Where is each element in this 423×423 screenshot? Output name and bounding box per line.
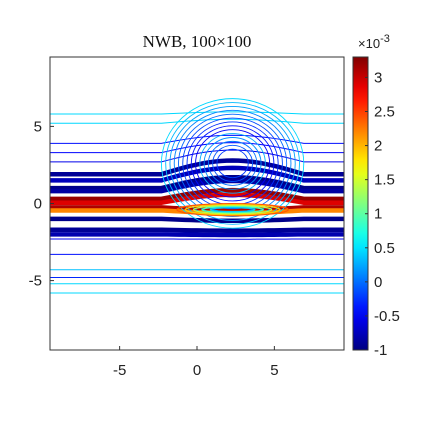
colorbar-exponent-power: -3 <box>380 33 390 45</box>
colorbar-tick-label-7: 2.5 <box>374 104 395 121</box>
x-tick-label-1: 0 <box>193 362 201 379</box>
colorbar <box>352 56 369 351</box>
y-tick-label-2: 5 <box>34 118 42 135</box>
contour-line-2 <box>50 134 344 144</box>
lower-lens-contour-4 <box>209 207 256 213</box>
lower-lens-contour-3 <box>201 206 264 214</box>
bump-contour-3 <box>173 109 292 217</box>
colorbar-tick-label-4: 1 <box>374 206 382 223</box>
bump-contour-9 <box>199 133 266 194</box>
colorbar-tick-label-6: 2 <box>374 138 382 155</box>
lower-lens-contour-2 <box>192 205 273 215</box>
contour-line-4 <box>50 149 344 163</box>
contour-line-8 <box>50 178 344 194</box>
bump-contour-8 <box>195 129 271 198</box>
contour-line-0 <box>50 111 344 115</box>
contour-line-9 <box>50 187 344 202</box>
colorbar-tick-label-2: 0 <box>374 274 382 291</box>
x-tick-labels: -5 0 5 <box>113 362 279 379</box>
lower-lens-contour-1 <box>184 204 281 216</box>
contour-line-5 <box>50 158 344 177</box>
contour-line-14 <box>50 227 344 233</box>
x-tick-label-0: -5 <box>113 362 126 379</box>
colorbar-ticks <box>365 76 368 351</box>
y-tick-label-1: 0 <box>34 196 42 213</box>
contour-line-10 <box>50 192 344 205</box>
bump-contour-12 <box>212 144 253 182</box>
colorbar-exponent: ×10-3 <box>358 33 390 51</box>
x-tick-label-2: 5 <box>270 362 278 379</box>
bump-contour-10 <box>203 137 262 190</box>
axis-ticks <box>50 125 275 350</box>
colorbar-tick-label-5: 1.5 <box>374 172 395 189</box>
bump-contour-1 <box>165 102 300 225</box>
colorbar-tick-label-3: 0.5 <box>374 240 395 257</box>
colorbar-tick-labels: -1 -0.5 0 0.5 1 1.5 2 2.5 3 <box>374 69 400 359</box>
contour-line-1 <box>50 118 344 124</box>
contour-lines <box>50 98 344 294</box>
bump-contour-13 <box>216 148 249 179</box>
y-tick-label-0: -5 <box>29 273 42 290</box>
bump-contour-2 <box>169 105 296 221</box>
colorbar-exponent-base: ×10 <box>358 36 380 51</box>
bump-contour-7 <box>190 125 275 202</box>
bump-contour-11 <box>207 140 258 186</box>
colorbar-tick-label-8: 3 <box>374 69 382 86</box>
bump-contour-5 <box>182 117 283 210</box>
y-tick-labels: -5 0 5 <box>29 118 42 289</box>
bump-contour-0 <box>160 98 305 229</box>
contour-line-7 <box>50 174 344 191</box>
contour-line-15 <box>50 232 344 238</box>
chart-title: NWB, 100×100 <box>143 32 252 51</box>
colorbar-tick-label-1: -0.5 <box>374 308 400 325</box>
lower-lens-contour-0 <box>176 203 289 217</box>
colorbar-tick-label-0: -1 <box>374 342 387 359</box>
contour-line-6 <box>50 165 344 183</box>
